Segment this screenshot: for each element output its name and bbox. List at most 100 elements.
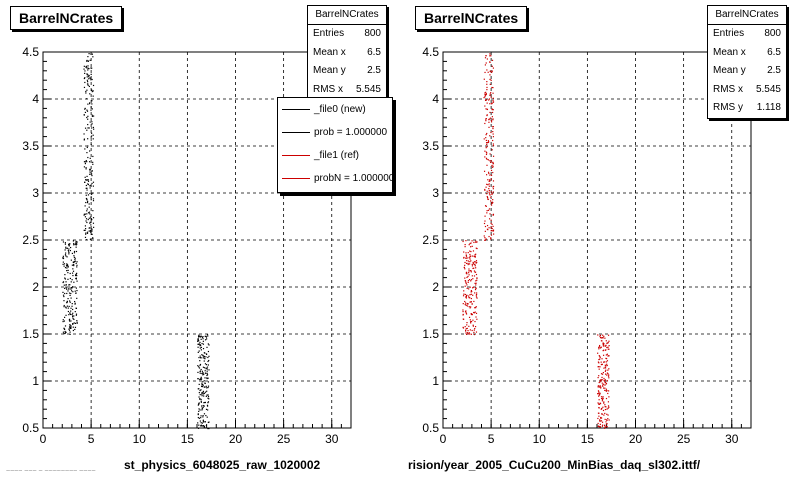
data-point xyxy=(64,332,66,335)
data-point xyxy=(465,272,467,274)
data-point xyxy=(607,375,610,377)
data-point xyxy=(484,64,486,66)
data-point xyxy=(72,329,74,332)
data-point xyxy=(469,286,471,288)
data-point xyxy=(89,150,91,152)
data-point xyxy=(600,416,602,419)
data-point xyxy=(601,373,604,375)
data-point xyxy=(600,373,603,375)
data-point xyxy=(475,306,477,308)
data-point xyxy=(472,267,474,270)
data-point xyxy=(197,339,199,341)
data-point xyxy=(464,246,466,248)
data-point xyxy=(83,161,86,163)
data-point xyxy=(472,255,474,257)
data-point xyxy=(92,161,94,163)
data-point xyxy=(599,355,601,358)
data-point xyxy=(602,334,604,336)
data-point xyxy=(63,300,65,302)
data-point xyxy=(68,318,71,320)
data-point xyxy=(86,98,88,100)
data-point xyxy=(83,65,85,67)
right-stats-row: Mean x 6.5 xyxy=(713,46,781,58)
data-point xyxy=(67,265,69,267)
data-point xyxy=(198,396,200,398)
data-point xyxy=(71,287,73,289)
data-point xyxy=(62,291,64,293)
data-point xyxy=(85,179,87,181)
data-point xyxy=(206,370,208,372)
data-point xyxy=(90,230,92,232)
data-point xyxy=(72,316,74,318)
data-point xyxy=(606,342,608,344)
data-point xyxy=(87,83,89,85)
y-tick-label: 2 xyxy=(32,280,39,294)
data-point xyxy=(202,420,204,422)
data-point xyxy=(69,294,71,297)
data-point xyxy=(598,426,600,428)
data-point xyxy=(607,369,609,371)
data-point xyxy=(462,295,465,297)
left-stats-box: BarrelNCrates Entries 800 Mean x 6.5 Mean … xyxy=(307,5,387,100)
data-point xyxy=(607,334,610,336)
data-point xyxy=(485,93,487,95)
data-point xyxy=(207,356,209,359)
data-point xyxy=(464,268,466,270)
data-point xyxy=(64,274,66,276)
data-point xyxy=(489,55,491,57)
data-point xyxy=(469,250,471,252)
left-plot-title: BarrelNCrates xyxy=(10,6,123,30)
data-point xyxy=(76,274,78,277)
data-point xyxy=(86,199,88,201)
data-point xyxy=(484,93,487,96)
data-point xyxy=(471,240,473,242)
data-point xyxy=(201,384,203,386)
data-point xyxy=(91,132,93,134)
data-point xyxy=(486,224,489,227)
data-point xyxy=(491,192,493,194)
data-point xyxy=(199,360,201,362)
data-point xyxy=(464,303,466,306)
data-point xyxy=(205,368,207,370)
data-point xyxy=(492,199,494,201)
data-point xyxy=(599,392,601,394)
data-point xyxy=(200,415,202,417)
data-point xyxy=(465,254,467,256)
data-point xyxy=(63,284,65,286)
data-point xyxy=(484,237,486,239)
data-point xyxy=(604,418,606,421)
data-point xyxy=(92,163,94,165)
data-point xyxy=(206,372,208,374)
data-point xyxy=(90,143,92,146)
data-point xyxy=(90,53,92,55)
data-point xyxy=(483,138,485,140)
data-point xyxy=(491,86,493,89)
data-point xyxy=(465,313,468,315)
data-point xyxy=(490,234,493,236)
data-point xyxy=(474,282,476,284)
data-point xyxy=(473,331,475,333)
data-point xyxy=(492,101,495,103)
data-point xyxy=(603,345,605,347)
data-point xyxy=(489,74,491,76)
data-point xyxy=(69,246,72,249)
data-point xyxy=(84,72,86,74)
data-point xyxy=(75,262,77,264)
data-point xyxy=(198,356,200,359)
data-point xyxy=(597,412,600,414)
data-point xyxy=(490,92,492,94)
data-point xyxy=(204,386,206,388)
data-point xyxy=(83,229,85,231)
data-point xyxy=(599,381,601,383)
data-point xyxy=(607,418,609,420)
data-point xyxy=(200,398,202,401)
data-point xyxy=(65,286,67,288)
data-point xyxy=(89,238,92,240)
data-point xyxy=(65,287,67,289)
data-point xyxy=(604,408,607,411)
data-point xyxy=(92,134,94,136)
data-point xyxy=(475,273,478,276)
data-point xyxy=(197,371,199,374)
data-point xyxy=(467,281,469,283)
data-point xyxy=(84,229,86,231)
